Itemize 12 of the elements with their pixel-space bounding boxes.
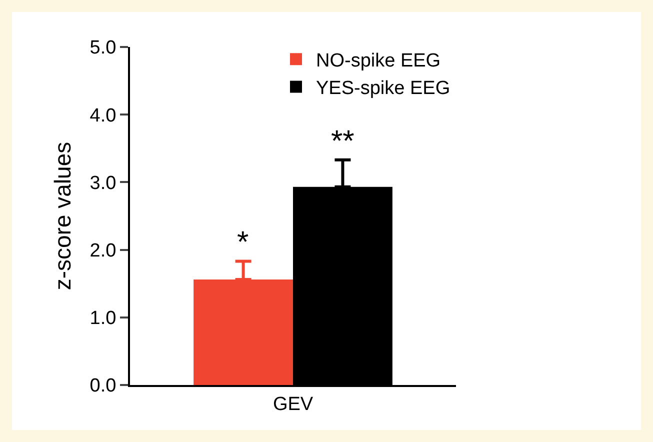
legend-label: NO-spike EEG: [316, 50, 441, 72]
data-label: **: [331, 125, 355, 158]
y-tick-label: 5.0: [90, 38, 116, 59]
y-axis-title: z-score values: [50, 142, 76, 290]
y-tick-label: 0.0: [90, 376, 116, 397]
y-tick-label: 4.0: [90, 105, 116, 126]
y-tick-label: 3.0: [90, 172, 116, 194]
data-label: *: [237, 226, 249, 259]
x-tick-label: GEV: [272, 394, 314, 415]
legend-label: YES-spike EEG: [316, 78, 450, 100]
y-tick-label: 2.0: [90, 240, 116, 262]
y-tick-label: 1.0: [90, 308, 116, 330]
